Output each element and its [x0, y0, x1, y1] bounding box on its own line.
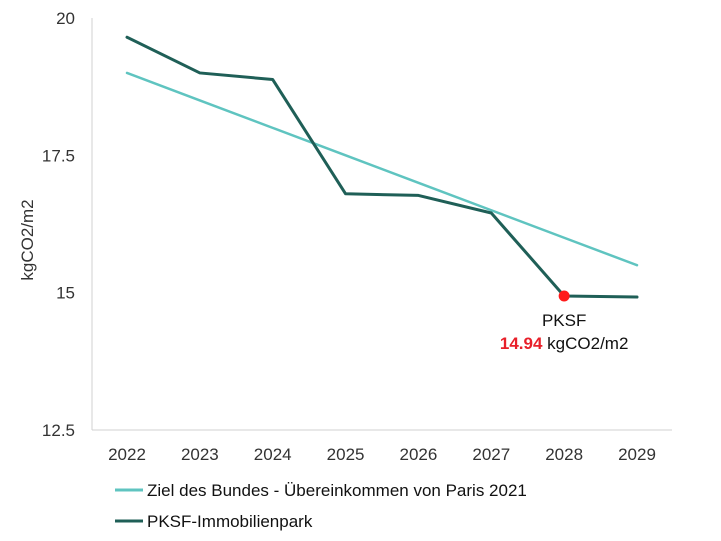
x-tick-label: 2028	[545, 445, 583, 464]
x-tick-label: 2025	[327, 445, 365, 464]
series-layer	[125, 35, 639, 299]
annotation-label: PKSF	[542, 311, 586, 330]
highlight-point-marker	[558, 290, 570, 302]
series-line-2	[125, 35, 639, 299]
axes	[91, 18, 672, 431]
y-tick-label: 20	[56, 9, 75, 28]
series-line-1	[125, 71, 639, 267]
annotation-value: 14.94	[500, 334, 543, 353]
x-tick-label: 2026	[400, 445, 438, 464]
legend-label-1: Ziel des Bundes - Übereinkommen von Pari…	[147, 481, 527, 500]
x-tick-label: 2027	[472, 445, 510, 464]
annotation-value-line: 14.94 kgCO2/m2	[500, 334, 629, 353]
y-tick-label: 12.5	[42, 421, 75, 440]
y-tick-labels: 20 17.5 15 12.5	[42, 9, 75, 440]
annotation-unit: kgCO2/m2	[547, 334, 628, 353]
x-tick-label: 2029	[618, 445, 656, 464]
x-tick-label: 2022	[108, 445, 146, 464]
legend-label-2: PKSF-Immobilienpark	[147, 512, 313, 531]
y-tick-label: 17.5	[42, 146, 75, 165]
legend: Ziel des Bundes - Übereinkommen von Pari…	[115, 481, 527, 531]
x-tick-labels: 2022 2023 2024 2025 2026 2027 2028 2029	[108, 445, 656, 464]
x-tick-label: 2024	[254, 445, 292, 464]
y-tick-label: 15	[56, 284, 75, 303]
annotation: PKSF 14.94 kgCO2/m2	[500, 290, 629, 353]
y-axis-title: kgCO2/m2	[18, 199, 37, 280]
x-tick-label: 2023	[181, 445, 219, 464]
